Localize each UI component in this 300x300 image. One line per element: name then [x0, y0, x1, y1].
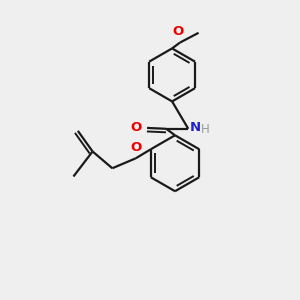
Text: O: O [172, 26, 183, 38]
Text: O: O [130, 122, 142, 134]
Text: N: N [190, 121, 201, 134]
Text: H: H [201, 124, 209, 136]
Text: O: O [130, 140, 142, 154]
